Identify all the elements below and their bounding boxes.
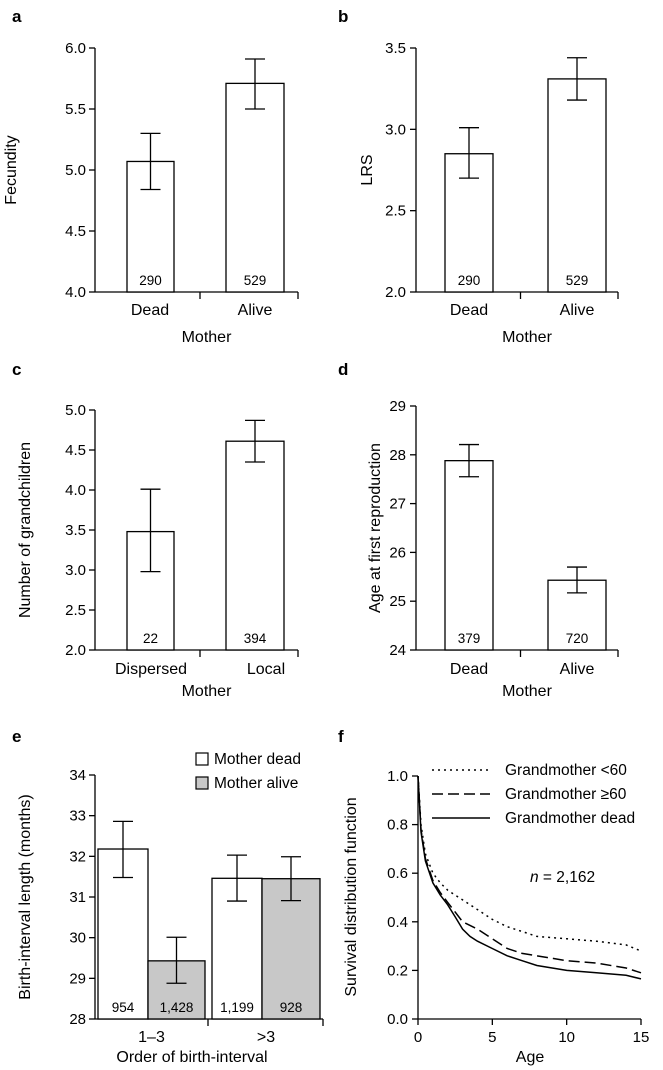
x-axis-title: Mother bbox=[502, 683, 552, 700]
legend-label: Mother dead bbox=[214, 751, 301, 768]
y-tick-label: 3.5 bbox=[385, 40, 406, 57]
category-label: >3 bbox=[257, 1029, 275, 1046]
y-axis-title: Number of grandchildren bbox=[17, 442, 34, 618]
x-tick-label: 10 bbox=[558, 1029, 575, 1046]
sample-size-label: 1,199 bbox=[220, 1000, 254, 1015]
y-tick-label: 33 bbox=[69, 808, 86, 825]
panel-label-d: d bbox=[338, 360, 348, 379]
x-tick-label: 15 bbox=[633, 1029, 650, 1046]
legend-label: Grandmother ≥60 bbox=[505, 786, 627, 803]
bar-local bbox=[225, 440, 285, 651]
annotation-value: = 2,162 bbox=[539, 869, 595, 886]
y-tick-label: 6.0 bbox=[65, 40, 86, 57]
category-label: Dead bbox=[450, 661, 488, 678]
bar-mother-alive bbox=[261, 878, 321, 1020]
legend-swatch-mother-alive bbox=[195, 776, 209, 790]
y-tick-label: 4.0 bbox=[65, 284, 86, 301]
x-tick-label: 5 bbox=[488, 1029, 496, 1046]
panel-label-e: e bbox=[12, 727, 21, 746]
y-tick-label: 5.0 bbox=[65, 162, 86, 179]
legend-swatch-mother-dead bbox=[195, 752, 209, 766]
y-tick-label: 3.0 bbox=[385, 121, 406, 138]
sample-size-label: 529 bbox=[244, 273, 267, 288]
legend-label: Mother alive bbox=[214, 775, 298, 792]
y-tick-label: 26 bbox=[389, 544, 406, 561]
y-tick-label: 29 bbox=[69, 970, 86, 987]
y-tick-label: 2.0 bbox=[385, 284, 406, 301]
category-label: Alive bbox=[560, 302, 595, 319]
sample-size-label: 22 bbox=[143, 631, 158, 646]
y-tick-label: 34 bbox=[69, 767, 86, 784]
sample-size-label: 379 bbox=[458, 631, 481, 646]
y-tick-label: 0.8 bbox=[387, 817, 408, 834]
y-axis-title: Survival distribution function bbox=[343, 797, 360, 996]
y-axis-title: Fecundity bbox=[3, 135, 20, 204]
bar-dead bbox=[444, 460, 494, 651]
legend-label: Grandmother <60 bbox=[505, 762, 627, 779]
annotation-n: n bbox=[530, 869, 539, 886]
bar-alive bbox=[547, 78, 607, 293]
panel-label-b: b bbox=[338, 7, 348, 26]
bar-alive bbox=[225, 82, 285, 293]
series-line-solid bbox=[417, 775, 642, 980]
y-tick-label: 2.5 bbox=[65, 602, 86, 619]
category-label: Dead bbox=[450, 302, 488, 319]
x-axis-title: Mother bbox=[502, 329, 552, 346]
y-tick-label: 29 bbox=[389, 398, 406, 415]
y-tick-label: 0.6 bbox=[387, 865, 408, 882]
y-tick-label: 2.0 bbox=[65, 642, 86, 659]
y-axis-title: Birth-interval length (months) bbox=[17, 794, 34, 999]
y-tick-label: 30 bbox=[69, 930, 86, 947]
x-axis-title: Order of birth-interval bbox=[116, 1049, 267, 1066]
sample-size-label: 954 bbox=[112, 1000, 135, 1015]
category-label: Dispersed bbox=[115, 661, 187, 678]
y-tick-label: 4.5 bbox=[65, 442, 86, 459]
x-tick-label: 0 bbox=[414, 1029, 422, 1046]
y-tick-label: 27 bbox=[389, 496, 406, 513]
y-tick-label: 24 bbox=[389, 642, 406, 659]
y-axis-title: LRS bbox=[359, 154, 376, 185]
y-tick-label: 0.2 bbox=[387, 962, 408, 979]
y-tick-label: 31 bbox=[69, 889, 86, 906]
y-tick-label: 4.0 bbox=[65, 482, 86, 499]
series-line-dashed bbox=[417, 775, 642, 974]
panel-label-a: a bbox=[12, 7, 22, 26]
y-tick-label: 5.0 bbox=[65, 402, 86, 419]
sample-size-label: 394 bbox=[244, 631, 267, 646]
y-tick-label: 0.4 bbox=[387, 914, 408, 931]
legend-label: Grandmother dead bbox=[505, 810, 635, 827]
sample-size-label: 529 bbox=[566, 273, 589, 288]
category-label: Dead bbox=[131, 302, 169, 319]
sample-size-label: 290 bbox=[139, 273, 162, 288]
category-label: Alive bbox=[238, 302, 273, 319]
sample-size-label: 290 bbox=[458, 273, 481, 288]
y-tick-label: 1.0 bbox=[387, 768, 408, 785]
series-line-dotted bbox=[417, 775, 642, 952]
y-tick-label: 32 bbox=[69, 848, 86, 865]
category-label: Local bbox=[247, 661, 285, 678]
sample-size-label: 1,428 bbox=[160, 1000, 194, 1015]
y-tick-label: 0.0 bbox=[387, 1011, 408, 1028]
y-tick-label: 4.5 bbox=[65, 223, 86, 240]
y-tick-label: 3.0 bbox=[65, 562, 86, 579]
panel-label-c: c bbox=[12, 360, 21, 379]
panel-label-f: f bbox=[338, 727, 344, 746]
y-tick-label: 5.5 bbox=[65, 101, 86, 118]
y-tick-label: 28 bbox=[69, 1011, 86, 1028]
category-label: Alive bbox=[560, 661, 595, 678]
x-axis-title: Mother bbox=[182, 329, 232, 346]
x-axis-title: Mother bbox=[182, 683, 232, 700]
x-axis-title: Age bbox=[516, 1049, 545, 1066]
y-tick-label: 3.5 bbox=[65, 522, 86, 539]
sample-size-label: 720 bbox=[566, 631, 589, 646]
sample-size-annotation: n = 2,162 bbox=[530, 869, 595, 886]
sample-size-label: 928 bbox=[280, 1000, 303, 1015]
y-axis-title: Age at first reproduction bbox=[367, 443, 384, 613]
y-tick-label: 25 bbox=[389, 593, 406, 610]
y-tick-label: 28 bbox=[389, 447, 406, 464]
y-tick-label: 2.5 bbox=[385, 203, 406, 220]
category-label: 1–3 bbox=[138, 1029, 165, 1046]
